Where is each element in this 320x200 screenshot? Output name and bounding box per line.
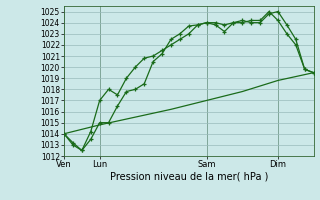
X-axis label: Pression niveau de la mer( hPa ): Pression niveau de la mer( hPa ) (110, 172, 268, 182)
